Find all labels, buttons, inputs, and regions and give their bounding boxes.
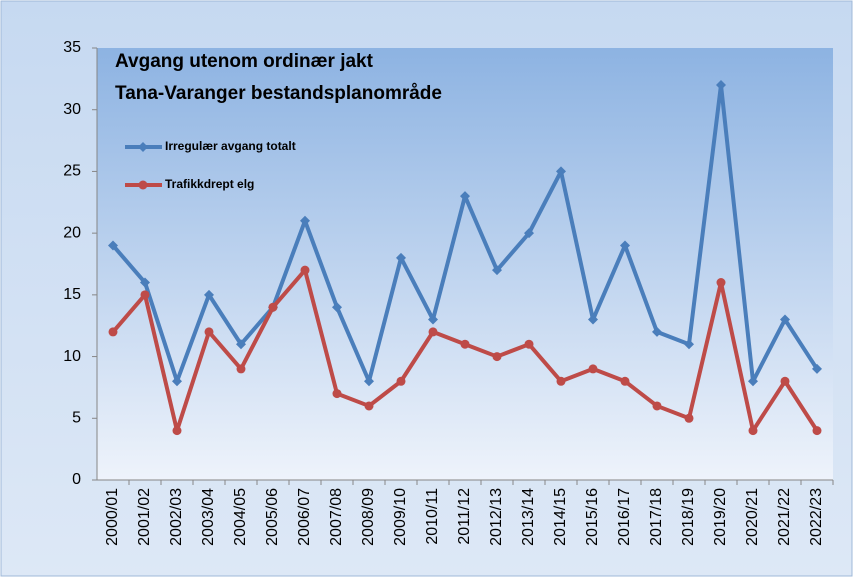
marker bbox=[108, 240, 118, 251]
marker bbox=[460, 339, 470, 349]
marker bbox=[108, 327, 118, 337]
y-tick-label: 20 bbox=[63, 224, 81, 241]
marker bbox=[300, 265, 310, 275]
marker bbox=[684, 413, 694, 423]
chart-title: Avgang utenom ordinær jakt bbox=[115, 51, 374, 72]
x-tick-label: 2017/18 bbox=[648, 488, 665, 546]
x-tick-label: 2015/16 bbox=[584, 488, 601, 546]
marker bbox=[524, 228, 534, 239]
marker bbox=[204, 289, 214, 300]
marker bbox=[652, 401, 662, 411]
x-tick-label: 2003/04 bbox=[200, 488, 217, 546]
marker bbox=[812, 363, 822, 374]
marker bbox=[268, 302, 278, 312]
x-tick-label: 2013/14 bbox=[520, 488, 537, 546]
x-tick-label: 2016/17 bbox=[616, 488, 633, 546]
marker bbox=[428, 327, 438, 337]
x-tick-label: 2018/19 bbox=[680, 488, 697, 546]
x-tick-label: 2014/15 bbox=[552, 488, 569, 546]
marker bbox=[716, 80, 726, 91]
marker bbox=[524, 339, 534, 349]
marker bbox=[428, 314, 438, 325]
marker bbox=[556, 376, 566, 386]
marker bbox=[172, 376, 182, 387]
marker bbox=[716, 278, 726, 288]
y-tick-label: 10 bbox=[63, 348, 81, 365]
marker bbox=[138, 142, 148, 152]
x-tick-label: 2008/09 bbox=[360, 488, 377, 546]
marker bbox=[652, 326, 662, 337]
marker bbox=[236, 364, 246, 374]
legend-label: Trafikkdrept elg bbox=[165, 177, 254, 191]
marker bbox=[780, 376, 790, 386]
marker bbox=[396, 252, 406, 263]
y-tick-label: 35 bbox=[63, 39, 81, 56]
marker bbox=[204, 327, 214, 337]
x-tick-label: 2020/21 bbox=[744, 488, 761, 546]
marker bbox=[588, 364, 598, 374]
marker bbox=[396, 376, 406, 386]
y-tick-label: 0 bbox=[72, 471, 81, 488]
marker bbox=[684, 339, 694, 350]
marker bbox=[364, 376, 374, 387]
x-tick-label: 2011/12 bbox=[456, 488, 473, 545]
legend-label: Irregulær avgang totalt bbox=[165, 139, 296, 153]
x-tick-label: 2007/08 bbox=[328, 488, 345, 546]
marker bbox=[332, 302, 342, 313]
x-tick-label: 2019/20 bbox=[712, 488, 729, 546]
x-tick-label: 2022/23 bbox=[808, 488, 825, 546]
marker bbox=[492, 352, 502, 362]
y-tick-label: 15 bbox=[63, 286, 81, 303]
marker bbox=[812, 426, 822, 436]
marker bbox=[620, 376, 630, 386]
x-tick-label: 2006/07 bbox=[296, 488, 313, 546]
marker bbox=[138, 180, 148, 190]
marker bbox=[748, 376, 758, 387]
marker bbox=[300, 215, 310, 226]
marker bbox=[556, 166, 566, 177]
marker bbox=[332, 389, 342, 399]
marker bbox=[588, 314, 598, 325]
plot-area bbox=[97, 48, 833, 480]
y-tick-label: 30 bbox=[63, 101, 81, 118]
marker bbox=[236, 339, 246, 350]
marker bbox=[364, 401, 374, 411]
x-tick-label: 2001/02 bbox=[136, 488, 153, 546]
marker bbox=[460, 191, 470, 202]
x-tick-label: 2005/06 bbox=[264, 488, 281, 546]
x-tick-label: 2000/01 bbox=[104, 488, 121, 546]
chart-subtitle: Tana-Varanger bestandsplanområde bbox=[115, 83, 442, 104]
x-tick-label: 2010/11 bbox=[424, 488, 441, 545]
x-tick-label: 2021/22 bbox=[776, 488, 793, 546]
x-tick-label: 2002/03 bbox=[168, 488, 185, 546]
y-tick-label: 25 bbox=[63, 163, 81, 180]
x-tick-label: 2009/10 bbox=[392, 488, 409, 546]
marker bbox=[620, 240, 630, 251]
marker bbox=[748, 426, 758, 436]
x-tick-label: 2004/05 bbox=[232, 488, 249, 546]
marker bbox=[172, 426, 182, 436]
marker bbox=[140, 290, 150, 300]
marker bbox=[140, 277, 150, 288]
marker bbox=[492, 265, 502, 276]
x-tick-label: 2012/13 bbox=[488, 488, 505, 546]
y-tick-label: 5 bbox=[72, 410, 81, 427]
marker bbox=[780, 314, 790, 325]
